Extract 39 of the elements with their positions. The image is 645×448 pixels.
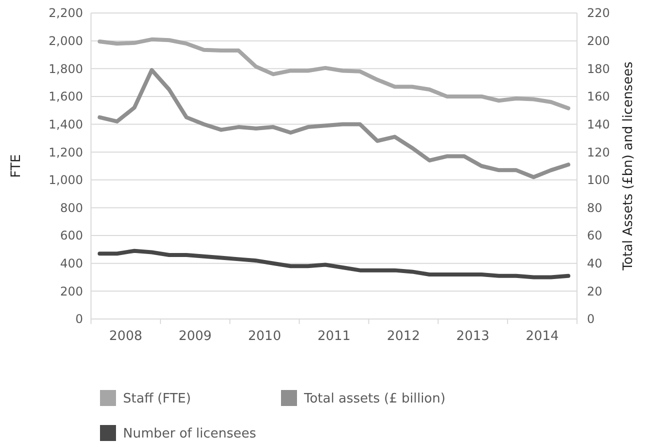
y-tick-label: 800 [60,200,83,215]
line-series [98,37,570,110]
y-tick-label: 1,400 [48,117,83,132]
y2-tick-label: 200 [587,34,610,48]
line-series [98,68,570,180]
legend-label: Staff (FTE) [123,392,191,407]
y-tick-label: 400 [60,256,83,271]
y2-tick-label: 220 [587,6,610,20]
y2-tick-label: 180 [587,62,610,76]
x-tick-label: 2012 [386,329,420,344]
y-tick-label: 200 [60,284,83,298]
y2-tick-label: 120 [587,145,610,160]
x-tick-label: 2011 [317,329,351,344]
y2-tick-label: 160 [587,90,610,104]
y-tick-label: 1,200 [48,145,83,160]
line-series [98,248,570,280]
y-tick-label: 600 [60,228,83,243]
x-tick-label: 2014 [526,329,559,344]
y-tick-label: 2,200 [48,6,83,20]
y2-tick-label: 60 [587,228,602,243]
y-tick-label: 1,800 [48,62,83,76]
legend-label: Total assets (£ billion) [303,392,446,407]
x-tick-label: 2009 [178,329,212,344]
y2-tick-label: 20 [587,284,602,298]
y-tick-label: 2,000 [48,34,83,48]
y2-tick-label: 80 [587,200,602,215]
y2-tick-label: 40 [587,256,602,271]
x-tick-label: 2010 [248,329,282,344]
x-tick-label: 2008 [109,329,142,344]
y-tick-label: 0 [75,312,83,326]
y-tick-label: 1,600 [48,90,83,104]
y2-axis-title: Total Assets (£bn) and licensees [621,61,636,272]
y2-tick-label: 140 [587,117,610,132]
legend-label: Number of licensees [123,426,256,442]
y-tick-label: 1,000 [48,173,83,188]
y-axis-title: FTE [9,154,24,178]
x-tick-label: 2013 [456,329,490,344]
y2-tick-label: 100 [587,173,610,188]
y2-tick-label: 0 [587,312,595,326]
